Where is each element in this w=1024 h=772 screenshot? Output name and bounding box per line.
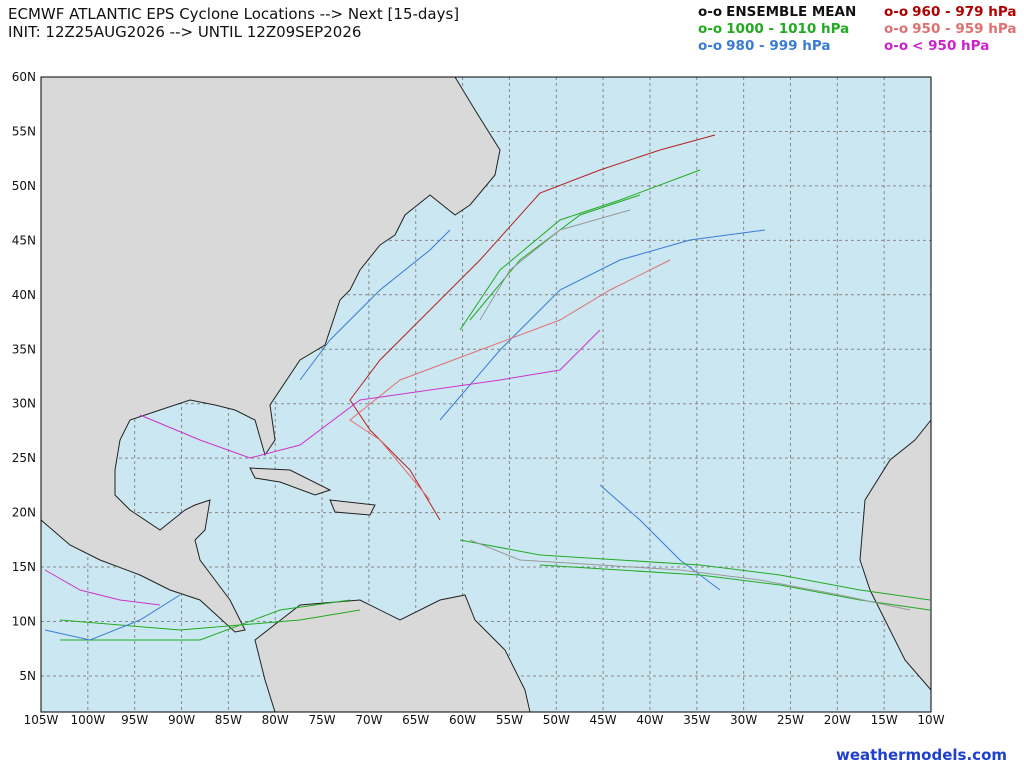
lat-label: 60N (12, 70, 36, 84)
legend-entry: o-o 1000 - 1010 hPa (698, 21, 849, 37)
map (40, 76, 932, 713)
lon-label: 70W (355, 713, 382, 727)
lon-label: 95W (121, 713, 148, 727)
subtitle: INIT: 12Z25AUG2026 --> UNTIL 12Z09SEP202… (8, 23, 361, 41)
legend-entry: o-o ENSEMBLE MEAN (698, 4, 856, 20)
lon-label: 20W (824, 713, 851, 727)
lon-label: 30W (730, 713, 757, 727)
lon-label: 40W (636, 713, 663, 727)
legend-label: 980 - 999 hPa (726, 38, 830, 54)
lat-label: 25N (12, 451, 36, 465)
hispaniola (329, 499, 376, 516)
lon-label: 25W (777, 713, 804, 727)
lon-label: 75W (308, 713, 335, 727)
lat-label: 20N (12, 506, 36, 520)
lat-label: 55N (12, 124, 36, 138)
lat-label: 10N (12, 615, 36, 629)
cuba (249, 467, 332, 496)
lon-label: 15W (871, 713, 898, 727)
lon-label: 85W (215, 713, 242, 727)
lon-label: 60W (449, 713, 476, 727)
lat-label: 30N (12, 397, 36, 411)
legend-label: ENSEMBLE MEAN (726, 4, 856, 20)
lon-label: 10W (917, 713, 944, 727)
legend-marker: o-o (698, 38, 722, 54)
map-frame (40, 76, 932, 713)
lon-label: 55W (496, 713, 523, 727)
legend-entry: o-o 960 - 979 hPa (884, 4, 1016, 20)
lat-label: 15N (12, 560, 36, 574)
axis-labels: 60N 55N 50N 45N 40N 35N 30N 25N 20N 15N 10N 5N 105W 1… (12, 70, 945, 727)
lon-label: 80W (262, 713, 289, 727)
north-america (40, 76, 501, 633)
legend-marker: o-o (884, 21, 908, 37)
lon-label: 65W (402, 713, 429, 727)
lon-label: 105W (24, 713, 59, 727)
title: ECMWF ATLANTIC EPS Cyclone Locations -->… (8, 5, 459, 23)
lon-label: 45W (590, 713, 617, 727)
watermark: weathermodels.com (836, 746, 1007, 764)
africa (859, 418, 932, 692)
lat-label: 35N (12, 342, 36, 356)
lon-label: 90W (168, 713, 195, 727)
legend-label: 960 - 979 hPa (912, 4, 1016, 20)
legend-marker: o-o (698, 21, 722, 37)
lat-label: 50N (12, 179, 36, 193)
tracks (44, 134, 931, 641)
legend-marker: o-o (884, 38, 908, 54)
lat-label: 5N (19, 669, 36, 683)
legend-entry: o-o < 950 hPa (884, 38, 989, 54)
legend-marker: o-o (698, 4, 722, 20)
lat-label: 45N (12, 233, 36, 247)
legend-entry: o-o 950 - 959 hPa (884, 21, 1016, 37)
legend-marker: o-o (884, 4, 908, 20)
legend-entry: o-o 980 - 999 hPa (698, 38, 830, 54)
lon-label: 100W (70, 713, 105, 727)
legend-label: 1000 - 1010 hPa (726, 21, 849, 37)
legend-label: < 950 hPa (912, 38, 989, 54)
lat-label: 40N (12, 288, 36, 302)
lon-label: 50W (543, 713, 570, 727)
legend-label: 950 - 959 hPa (912, 21, 1016, 37)
lon-label: 35W (683, 713, 710, 727)
